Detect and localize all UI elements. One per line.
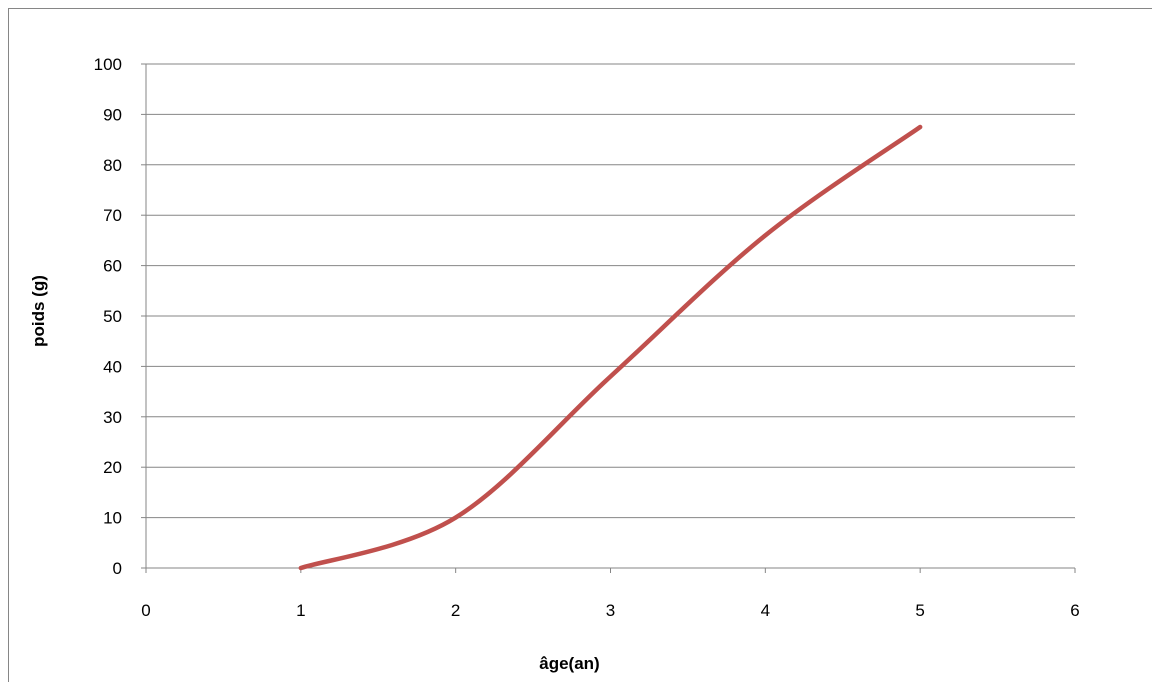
- y-tick-label: 100: [94, 55, 122, 74]
- axes: [141, 63, 1076, 573]
- y-tick-label: 40: [103, 357, 122, 376]
- y-tick-label: 60: [103, 257, 122, 276]
- x-tick-label: 2: [451, 601, 460, 620]
- y-tick-label: 80: [103, 156, 122, 175]
- x-axis-title: âge(an): [539, 654, 599, 673]
- series: [298, 124, 923, 571]
- x-tick-label: 0: [141, 601, 150, 620]
- x-tick-labels: 0 1 2 3 4 5 6: [141, 601, 1079, 620]
- y-tick-label: 30: [103, 408, 122, 427]
- y-tick-label: 90: [103, 105, 122, 124]
- y-tick-label: 20: [103, 458, 122, 477]
- x-tick-label: 1: [296, 601, 305, 620]
- chart-frame: [8, 8, 1152, 682]
- x-tick-label: 4: [761, 601, 770, 620]
- y-tick-label: 70: [103, 206, 122, 225]
- y-axis-title: poids (g): [29, 275, 48, 347]
- x-tick-label: 6: [1070, 601, 1079, 620]
- series-line-0: [298, 124, 923, 571]
- gridlines: [146, 63, 1075, 519]
- y-tick-label: 0: [113, 559, 122, 578]
- x-tick-label: 3: [606, 601, 615, 620]
- y-tick-label: 10: [103, 509, 122, 528]
- y-tick-label: 50: [103, 307, 122, 326]
- x-tick-label: 5: [915, 601, 924, 620]
- y-tick-labels: 0 10 20 30 40 50 60 70 80 90 100: [94, 55, 122, 578]
